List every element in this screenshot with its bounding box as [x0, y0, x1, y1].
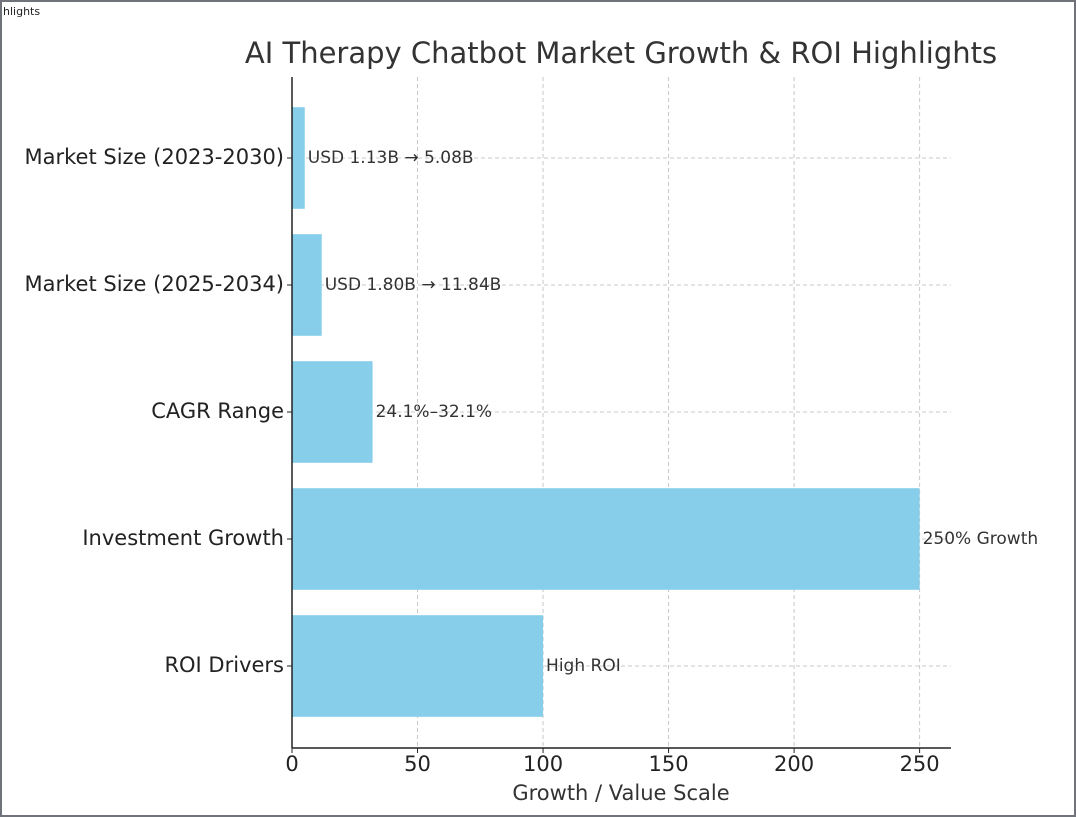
- x-tick-label: 0: [285, 752, 298, 776]
- bar: [292, 488, 920, 590]
- x-tick-label: 200: [774, 752, 814, 776]
- x-tick-label: 50: [404, 752, 431, 776]
- value-label: USD 1.80B → 11.84B: [325, 275, 502, 295]
- value-label: 24.1%–32.1%: [376, 402, 493, 422]
- bar: [292, 361, 373, 463]
- value-label: High ROI: [546, 656, 621, 676]
- window-title: hlights: [3, 5, 40, 18]
- bar: [292, 615, 544, 717]
- x-tick-label: 250: [900, 752, 940, 776]
- y-tick-label: CAGR Range: [151, 399, 284, 423]
- y-tick-label: Investment Growth: [82, 526, 284, 550]
- bar: [292, 234, 322, 336]
- y-tick-label: Market Size (2023-2030): [25, 145, 285, 169]
- x-tick-label: 100: [523, 752, 563, 776]
- chart-title: AI Therapy Chatbot Market Growth & ROI H…: [245, 36, 997, 70]
- x-axis-label: Growth / Value Scale: [512, 781, 729, 805]
- bar: [292, 107, 305, 209]
- x-tick-label: 150: [649, 752, 689, 776]
- y-tick-label: Market Size (2025-2034): [25, 272, 285, 296]
- value-label: 250% Growth: [923, 529, 1039, 549]
- y-tick-label: ROI Drivers: [164, 653, 284, 677]
- value-label: USD 1.13B → 5.08B: [308, 148, 474, 168]
